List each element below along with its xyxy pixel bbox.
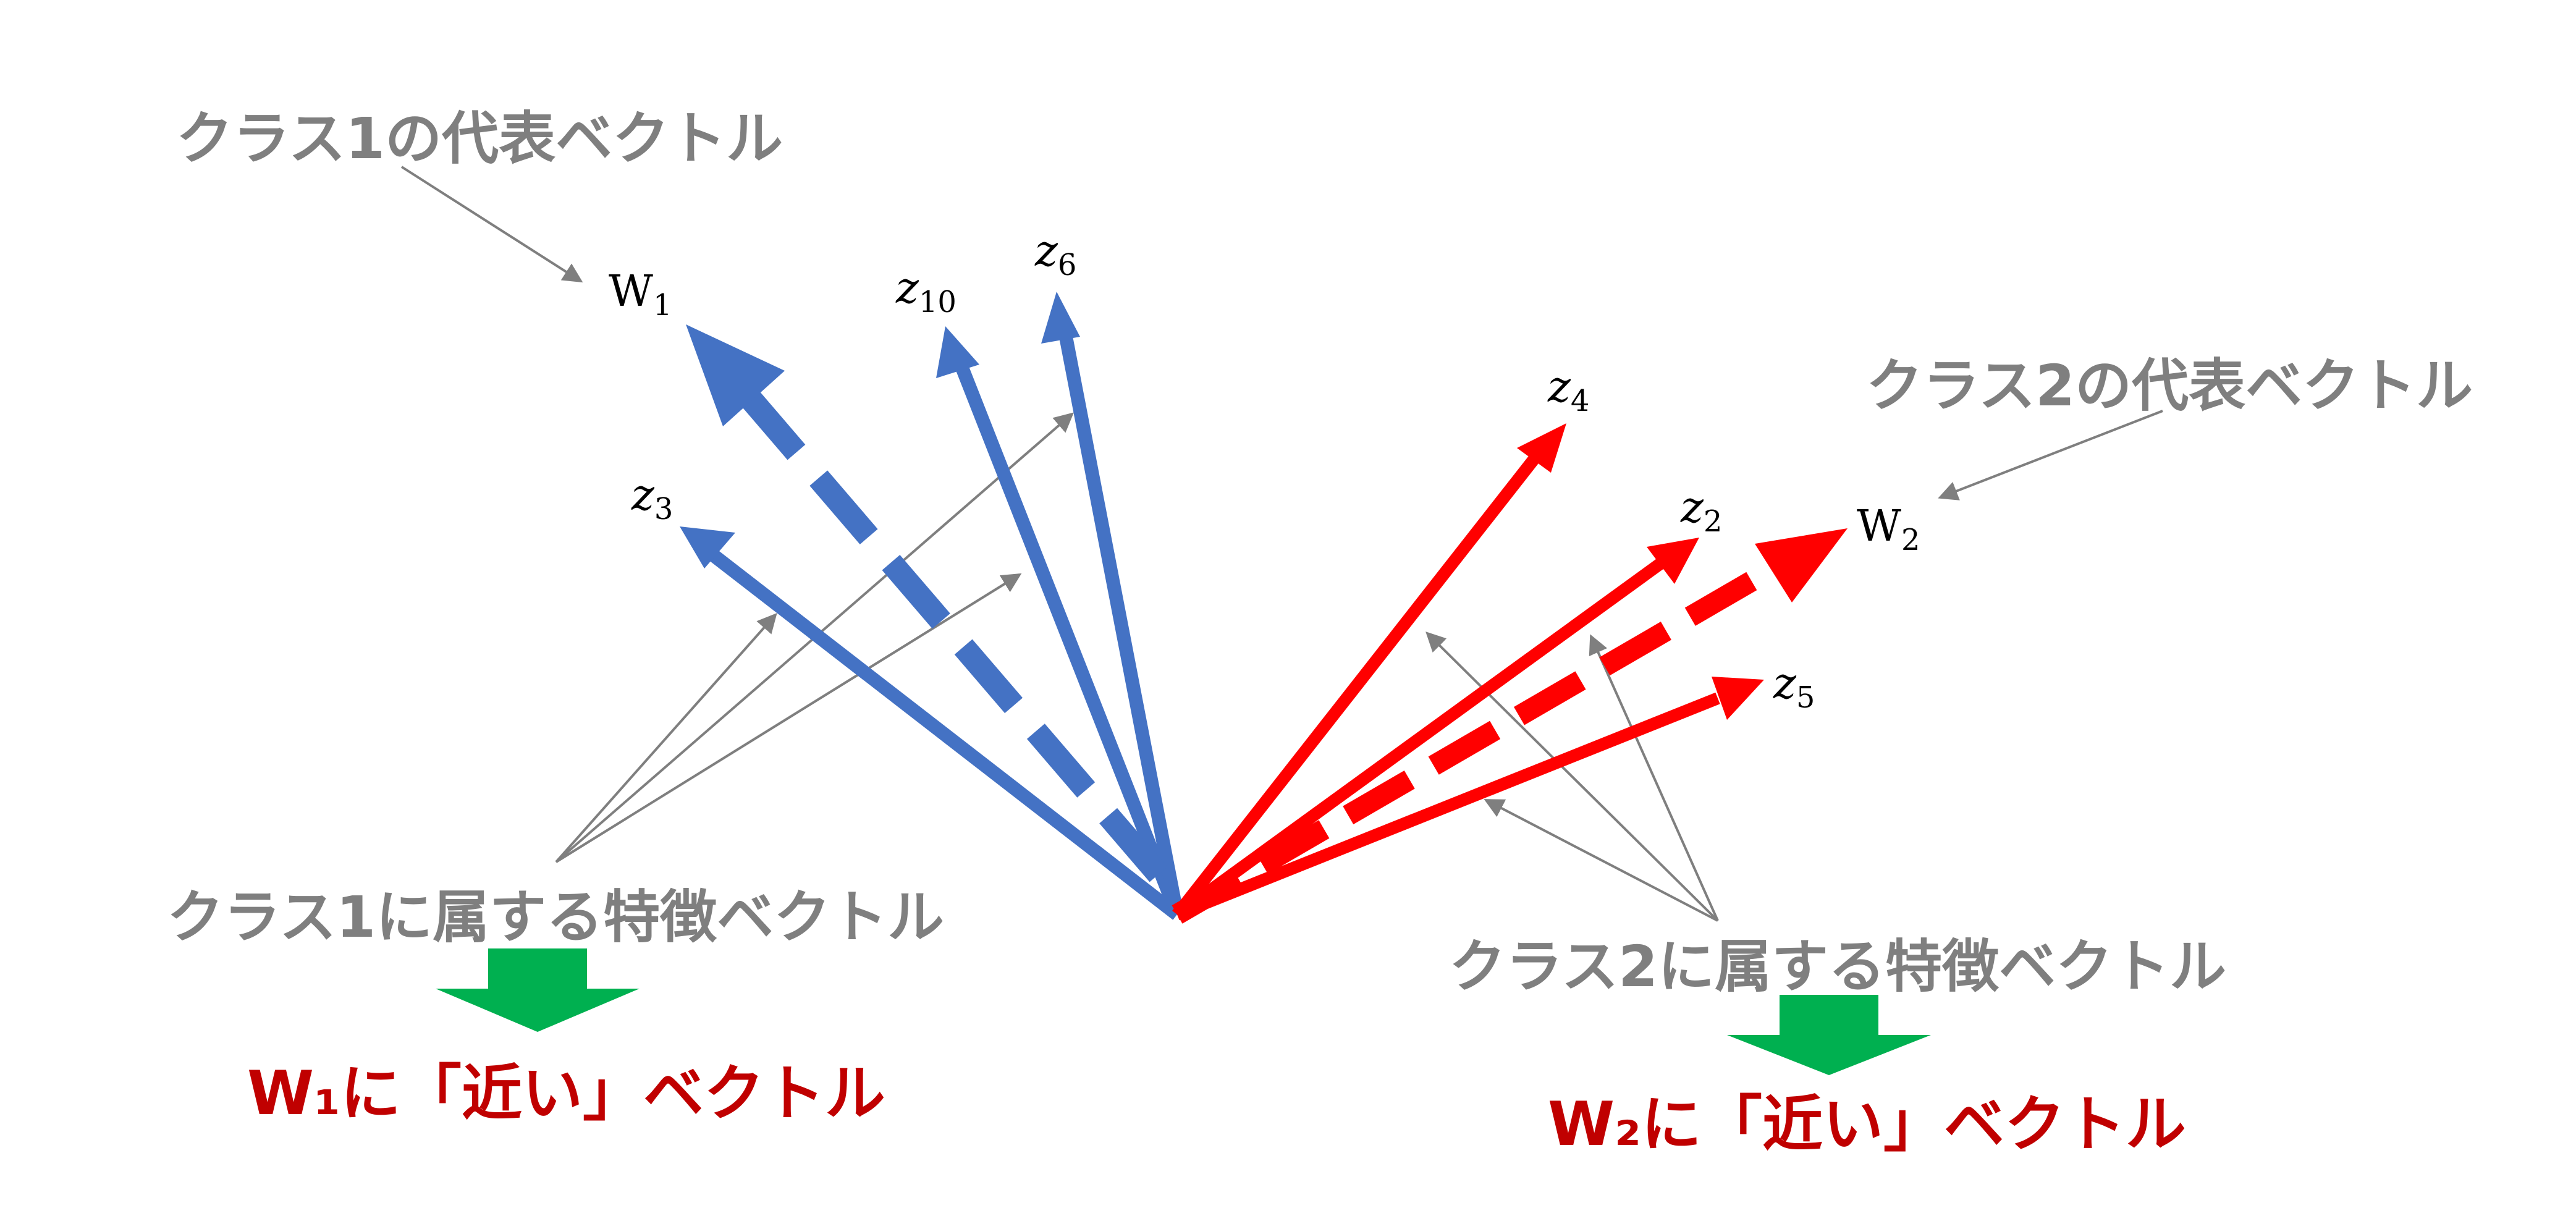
label-W2-sub: 2 (1901, 523, 1920, 557)
annotation-arrows (400, 166, 2163, 922)
pointer-class1-feat-z6 (555, 573, 1022, 863)
label-z4: z4 (1548, 361, 1589, 418)
pointer-class2-feat-z2 (1589, 634, 1719, 921)
arrowhead-z3 (680, 526, 735, 568)
vector-z3 (706, 547, 1181, 920)
label-z3-base: z (631, 470, 654, 520)
label-z2: z2 (1681, 482, 1722, 539)
pointer-class2-rep (1938, 410, 2163, 501)
pointer-class2-feat-z5 (1484, 799, 1718, 922)
class2-vectors (1172, 423, 1848, 924)
label-W2-base: W (1857, 501, 1901, 551)
label-z3: z3 (631, 470, 673, 526)
label-z10-sub: 10 (918, 285, 956, 319)
label-z3-sub: 3 (654, 492, 674, 526)
green-arrow-class2 (1727, 995, 1931, 1075)
label-z6-sub: 6 (1057, 248, 1077, 282)
vector-W2 (1172, 559, 1779, 924)
pointer-class1-rep (400, 166, 583, 283)
label-z6: z6 (1035, 226, 1076, 282)
vector-z2 (1173, 557, 1666, 920)
label-z2-base: z (1681, 482, 1704, 533)
w1-near-label: W₁に「近い」ベクトル (247, 1058, 886, 1129)
class1-rep-label: クラス1の代表ベクトル (176, 106, 783, 172)
class1-vectors (680, 292, 1184, 920)
arrowhead-z4 (1517, 423, 1566, 473)
label-z4-base: z (1548, 361, 1571, 412)
label-W1-base: W (609, 266, 653, 316)
label-z5-base: z (1773, 658, 1796, 709)
arrowhead-z5 (1712, 677, 1764, 720)
label-z4-sub: 4 (1570, 384, 1590, 418)
w2-near-label: W₂に「近い」ベクトル (1548, 1089, 2187, 1160)
label-z5-sub: 5 (1796, 680, 1815, 715)
green-arrow-class1 (436, 948, 640, 1032)
label-z5: z5 (1773, 658, 1815, 715)
arrowhead-z6 (1041, 292, 1080, 344)
label-z10-base: z (896, 263, 919, 313)
result-arrows (436, 948, 1931, 1075)
vector-z10 (954, 361, 1184, 918)
label-z2-sub: 2 (1703, 504, 1723, 539)
class1-feat-label: クラス1に属する特徴ベクトル (167, 884, 945, 950)
class2-feat-label: クラス2に属する特徴ベクトル (1449, 934, 2227, 1000)
pointer-class1-feat-z3 (555, 613, 777, 863)
arrowhead-W1 (686, 324, 785, 426)
label-W1-sub: 1 (652, 288, 672, 323)
vector-z4 (1172, 453, 1540, 919)
arrowhead-W2 (1755, 528, 1848, 602)
label-z6-base: z (1035, 226, 1058, 276)
pointer-class2-feat-z4 (1425, 631, 1719, 922)
vector-z5 (1175, 692, 1720, 921)
vector-z6 (1059, 335, 1184, 916)
label-z10: z10 (896, 263, 956, 319)
class2-rep-label: クラス2の代表ベクトル (1866, 353, 2473, 419)
arrowhead-z10 (936, 326, 979, 378)
arrowhead-z2 (1647, 538, 1699, 584)
label-W2: W2 (1857, 501, 1920, 557)
label-W1: W1 (609, 266, 672, 323)
